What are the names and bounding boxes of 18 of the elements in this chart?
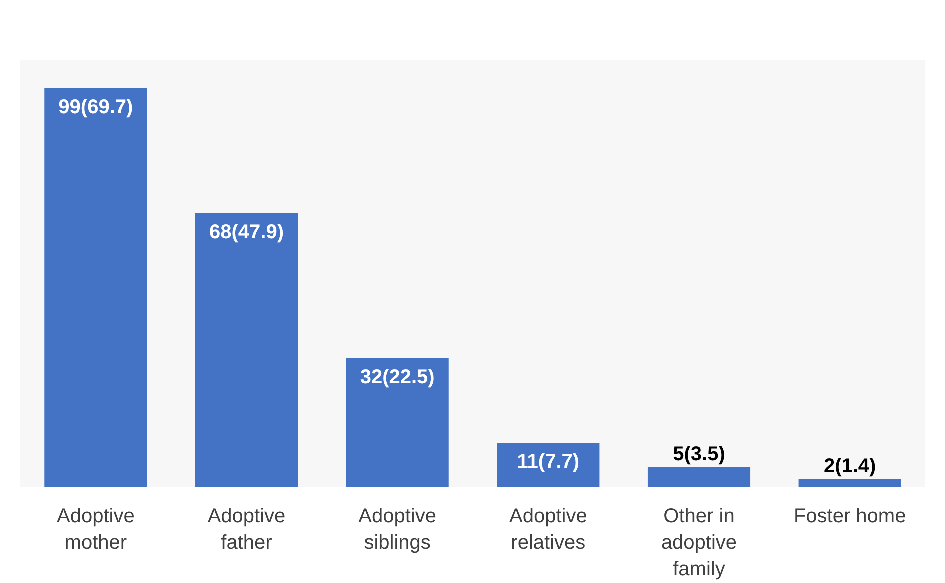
bar bbox=[44, 88, 148, 488]
bar bbox=[648, 467, 751, 488]
bar bbox=[497, 443, 600, 488]
x-tick-label: Adoptive father bbox=[208, 506, 286, 554]
bar bbox=[195, 213, 298, 488]
bar bbox=[798, 479, 902, 488]
data-label: 5(3.5) bbox=[673, 443, 726, 466]
x-tick-label: Adoptive mother bbox=[57, 506, 135, 554]
data-label: 32(22.5) bbox=[360, 366, 435, 389]
x-tick-label: Adoptive siblings bbox=[358, 506, 437, 554]
x-tick-label: Other in adoptive family bbox=[661, 506, 738, 580]
bar bbox=[346, 358, 449, 488]
data-label: 99(69.7) bbox=[58, 96, 134, 118]
x-tick-label: Foster home bbox=[794, 506, 906, 528]
data-label: 68(47.9) bbox=[210, 221, 284, 244]
data-label: 2(1.4) bbox=[824, 455, 876, 478]
x-tick-label: Adoptive relatives bbox=[510, 506, 588, 554]
data-label: 11(7.7) bbox=[517, 451, 580, 474]
